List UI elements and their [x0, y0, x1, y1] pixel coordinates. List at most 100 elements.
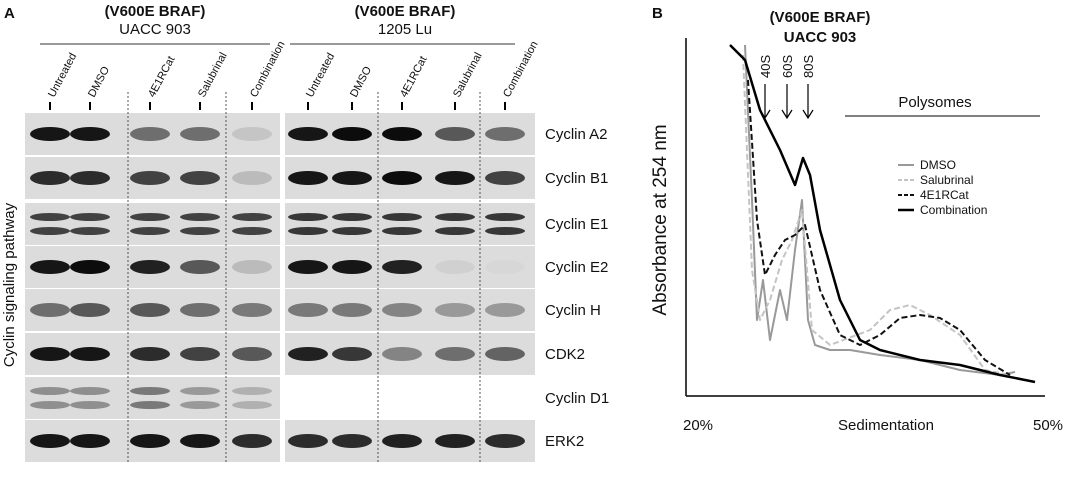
band	[130, 260, 170, 274]
peak-label: 80S	[801, 55, 816, 78]
band	[332, 434, 372, 448]
band	[485, 260, 525, 274]
band	[180, 387, 220, 395]
x-start: 20%	[683, 417, 713, 434]
band	[130, 434, 170, 448]
chart-title: (V600E BRAF)	[770, 9, 871, 26]
band	[180, 434, 220, 448]
band	[382, 260, 422, 274]
panel-label: A	[4, 5, 15, 22]
peak-label: 40S	[758, 55, 773, 78]
blot-strip	[25, 377, 280, 419]
lane-label: Combination	[248, 39, 288, 99]
lane-label: Untreated	[46, 51, 79, 99]
blot-strip	[285, 289, 535, 331]
lane-label: Combination	[501, 39, 541, 99]
band	[180, 127, 220, 141]
band	[30, 303, 70, 317]
band	[232, 387, 272, 395]
band	[130, 387, 170, 395]
band	[70, 227, 110, 235]
band	[485, 347, 525, 361]
band	[288, 227, 328, 235]
band	[485, 171, 525, 185]
band	[232, 260, 272, 274]
group-subtitle: UACC 903	[119, 21, 191, 38]
band	[232, 127, 272, 141]
band	[382, 347, 422, 361]
blot-strip	[25, 203, 280, 245]
band	[70, 303, 110, 317]
band	[30, 434, 70, 448]
band	[180, 303, 220, 317]
band	[288, 171, 328, 185]
x-end: 50%	[1033, 417, 1063, 434]
band	[70, 171, 110, 185]
band	[70, 434, 110, 448]
arrows	[759, 84, 814, 120]
band	[70, 401, 110, 409]
band	[485, 434, 525, 448]
row-label: CDK2	[545, 346, 585, 363]
band	[435, 260, 475, 274]
chart-subtitle: UACC 903	[784, 29, 857, 46]
band	[232, 303, 272, 317]
y-label: Cyclin signaling pathway	[1, 202, 18, 367]
band	[382, 213, 422, 221]
band	[288, 213, 328, 221]
band	[485, 127, 525, 141]
band	[332, 227, 372, 235]
band	[288, 347, 328, 361]
band	[288, 127, 328, 141]
band	[180, 401, 220, 409]
band	[485, 227, 525, 235]
band	[70, 127, 110, 141]
band	[130, 401, 170, 409]
band	[332, 347, 372, 361]
row-label: Cyclin D1	[545, 390, 609, 407]
band	[288, 434, 328, 448]
band	[435, 127, 475, 141]
band	[382, 227, 422, 235]
band	[180, 171, 220, 185]
band	[435, 303, 475, 317]
band	[180, 227, 220, 235]
band	[70, 213, 110, 221]
band	[30, 347, 70, 361]
band	[130, 127, 170, 141]
band	[180, 347, 220, 361]
band	[130, 347, 170, 361]
panel-label: B	[652, 5, 663, 22]
band	[332, 171, 372, 185]
legend-label: DMSO	[920, 158, 956, 172]
band	[232, 227, 272, 235]
group-subtitle: 1205 Lu	[378, 21, 432, 38]
legend-label: Combination	[920, 203, 987, 217]
row-label: Cyclin E2	[545, 259, 608, 276]
legend-label: 4E1RCat	[920, 188, 969, 202]
band	[382, 171, 422, 185]
band	[232, 171, 272, 185]
band	[382, 303, 422, 317]
legend: DMSO Salubrinal 4E1RCat Combination	[898, 158, 987, 217]
band	[232, 213, 272, 221]
band	[30, 127, 70, 141]
band	[232, 401, 272, 409]
band	[382, 434, 422, 448]
band	[30, 260, 70, 274]
lane-label: Salubrinal	[196, 51, 230, 100]
band	[70, 387, 110, 395]
band	[180, 260, 220, 274]
row-label: Cyclin B1	[545, 170, 608, 187]
band	[435, 347, 475, 361]
row-label: Cyclin H	[545, 302, 601, 319]
band	[435, 171, 475, 185]
blots: Untreated DMSO 4E1RCat Salubrinal Combinatio…	[25, 39, 609, 462]
band	[30, 227, 70, 235]
band	[30, 171, 70, 185]
band	[485, 213, 525, 221]
band	[332, 127, 372, 141]
band	[485, 303, 525, 317]
blot-strip	[285, 203, 535, 245]
lane-label: Untreated	[304, 51, 337, 99]
